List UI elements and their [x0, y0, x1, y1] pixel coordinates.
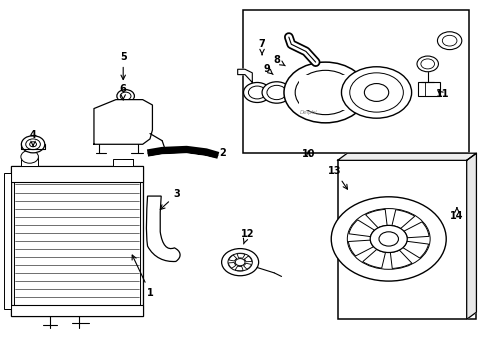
Wedge shape	[391, 250, 412, 269]
Text: 10: 10	[301, 149, 315, 159]
Bar	[298, 75, 352, 111]
Bar	[14, 176, 140, 305]
Wedge shape	[237, 253, 245, 258]
Text: 7: 7	[259, 39, 266, 55]
Text: 11: 11	[436, 89, 449, 99]
PathPatch shape	[147, 196, 180, 261]
Text: 2: 2	[205, 148, 226, 158]
Circle shape	[244, 82, 271, 103]
Bar	[338, 160, 476, 319]
Bar	[21, 157, 38, 166]
Wedge shape	[392, 210, 415, 229]
Polygon shape	[466, 153, 476, 319]
Circle shape	[21, 150, 38, 163]
Circle shape	[318, 87, 333, 98]
Bar	[243, 10, 469, 153]
Circle shape	[350, 73, 403, 112]
Text: 6: 6	[120, 84, 126, 100]
Text: 4: 4	[30, 130, 36, 146]
Circle shape	[221, 249, 259, 276]
Circle shape	[342, 67, 412, 118]
Polygon shape	[238, 69, 252, 82]
Wedge shape	[235, 266, 243, 271]
Circle shape	[310, 81, 341, 104]
Circle shape	[228, 253, 252, 271]
Text: 14: 14	[450, 208, 464, 221]
Circle shape	[120, 92, 131, 100]
Circle shape	[30, 142, 36, 147]
Wedge shape	[366, 210, 387, 228]
Bar	[114, 158, 133, 166]
Circle shape	[26, 139, 40, 150]
Wedge shape	[403, 241, 429, 258]
Text: 13: 13	[328, 166, 347, 189]
Polygon shape	[338, 153, 476, 160]
Circle shape	[331, 197, 446, 281]
Bar	[11, 166, 143, 182]
Circle shape	[417, 56, 439, 72]
Circle shape	[248, 86, 266, 99]
Circle shape	[438, 32, 462, 50]
Bar	[11, 305, 143, 316]
Wedge shape	[348, 240, 373, 256]
Circle shape	[22, 136, 45, 153]
Text: 1: 1	[132, 255, 153, 297]
Text: 9: 9	[264, 64, 273, 75]
Circle shape	[370, 225, 407, 252]
Circle shape	[421, 59, 435, 69]
Wedge shape	[244, 256, 252, 262]
Wedge shape	[244, 263, 251, 269]
Text: 3: 3	[160, 189, 180, 210]
Text: 8: 8	[273, 55, 285, 66]
Text: 12: 12	[241, 229, 254, 244]
Wedge shape	[229, 255, 237, 261]
Circle shape	[379, 232, 398, 246]
Bar	[4, 173, 11, 309]
Text: 5: 5	[120, 52, 126, 80]
Wedge shape	[363, 249, 386, 268]
Wedge shape	[349, 220, 374, 237]
Circle shape	[284, 62, 367, 123]
Circle shape	[235, 258, 245, 266]
Circle shape	[365, 84, 389, 102]
Bar	[11, 166, 143, 316]
Circle shape	[267, 85, 287, 100]
Polygon shape	[94, 100, 152, 144]
Circle shape	[442, 35, 457, 46]
Wedge shape	[228, 262, 236, 268]
Circle shape	[262, 82, 291, 103]
Text: Delphi: Delphi	[299, 110, 317, 115]
Circle shape	[347, 208, 430, 269]
Wedge shape	[404, 222, 429, 238]
Circle shape	[295, 70, 356, 114]
Bar	[418, 82, 440, 96]
Circle shape	[117, 90, 134, 103]
